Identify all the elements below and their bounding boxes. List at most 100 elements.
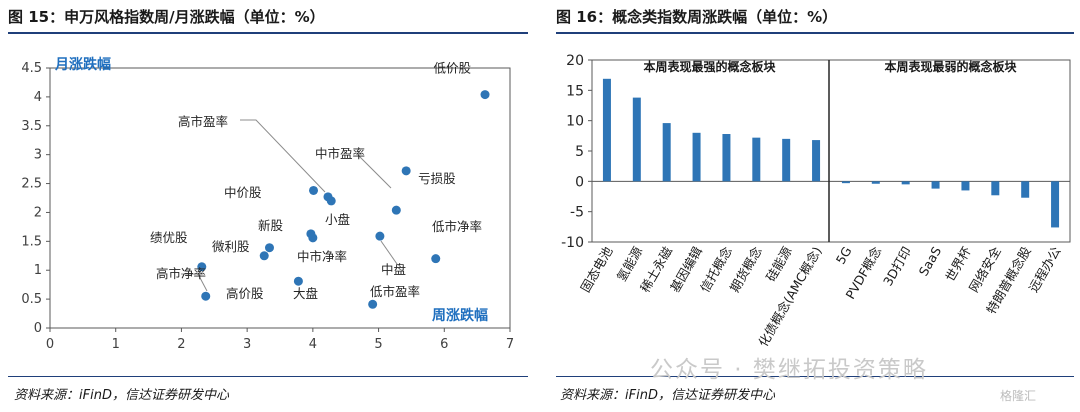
scatter-point bbox=[375, 231, 385, 241]
scatter-point-label: 高市净率 bbox=[156, 266, 206, 281]
x-category-label: 固态电池 bbox=[578, 244, 616, 295]
left-source-note: 资料来源：iFinD，信达证券研发中心 bbox=[14, 388, 229, 403]
scatter-point-group: 中价股 bbox=[224, 185, 319, 200]
scatter-plot-frame bbox=[49, 67, 511, 329]
scatter-point-label: 微利股 bbox=[212, 239, 250, 254]
bar bbox=[782, 138, 791, 182]
scatter-point-label: 大盘 bbox=[293, 286, 318, 301]
scatter-point bbox=[201, 291, 211, 301]
x-tick-label: 0 bbox=[46, 337, 54, 352]
x-category-label-group: 硅能源 bbox=[763, 244, 795, 284]
right-source-rule bbox=[556, 376, 1074, 377]
bar bbox=[931, 181, 940, 189]
bar bbox=[602, 78, 611, 182]
right-chart-title: 图 16：概念类指数周涨跌幅（单位：%） bbox=[556, 8, 838, 26]
x-tick-label: 5 bbox=[374, 337, 382, 352]
scatter-point-group: 低市净率 bbox=[431, 219, 482, 264]
x-category-label-group: 固态电池 bbox=[578, 244, 616, 295]
bar bbox=[871, 181, 880, 184]
bar-chart: -10 -5 0 5 10 15 20 本周表现最强的概念板块 本周表现最弱的概念板块固态电池氢… bbox=[561, 53, 1071, 349]
scatter-point-group: 小盘 bbox=[325, 196, 350, 227]
y-tick-label: 15 bbox=[566, 83, 584, 99]
scatter-point-label: 小盘 bbox=[325, 212, 350, 227]
scatter-point-group: 亏损股 bbox=[401, 166, 456, 186]
x-category-label-group: 氢能源 bbox=[614, 244, 646, 284]
left-chart-title: 图 15：申万风格指数周/月涨跌幅（单位：%） bbox=[8, 8, 325, 26]
scatter-point-label: 低市净率 bbox=[432, 219, 482, 234]
bar bbox=[632, 97, 641, 182]
scatter-point-label: 中市盈率 bbox=[315, 146, 365, 161]
scatter-point-group: 中盘 bbox=[375, 231, 406, 277]
scatter-point-group: 中市盈率 bbox=[315, 146, 401, 215]
x-category-label-group: 5G bbox=[833, 244, 855, 267]
y-tick-label: 4.5 bbox=[21, 61, 42, 76]
scatter-point-group: 绩优股 bbox=[150, 230, 207, 272]
y-tick-label: -5 bbox=[570, 205, 584, 221]
bar bbox=[1051, 181, 1060, 228]
scatter-point-label: 中市净率 bbox=[297, 249, 347, 264]
scatter-point bbox=[391, 205, 401, 215]
scatter-point bbox=[480, 90, 490, 100]
bar bbox=[722, 134, 731, 182]
scatter-point-group: 中市净率 bbox=[297, 233, 347, 264]
scatter-point-group: 高价股 bbox=[226, 251, 269, 301]
x-category-label-group: SaaS bbox=[916, 244, 945, 279]
scatter-point-label: 低价股 bbox=[434, 61, 472, 76]
scatter-point-group: 低市盈率 bbox=[368, 284, 420, 309]
scatter-point-label: 新股 bbox=[258, 218, 284, 233]
bar bbox=[901, 181, 910, 185]
point-leader-line bbox=[240, 119, 326, 193]
scatter-point-label: 中价股 bbox=[224, 185, 262, 200]
left-title-rule bbox=[8, 32, 528, 34]
bar bbox=[991, 181, 1000, 196]
y-tick-label: 0 bbox=[34, 321, 42, 336]
x-category-label-group: 世界杯 bbox=[942, 244, 974, 284]
x-tick-label: 7 bbox=[506, 337, 514, 352]
y-tick-label: 0.5 bbox=[21, 292, 42, 307]
y-axis-label: 月涨跌幅 bbox=[54, 56, 111, 73]
scatter-point-group: 微利股 bbox=[212, 239, 274, 254]
right-source-note: 资料来源：iFinD，信达证券研发中心 bbox=[560, 388, 775, 403]
x-category-label: 5G bbox=[833, 244, 855, 267]
left-source-rule bbox=[8, 376, 528, 377]
x-tick-label: 3 bbox=[243, 337, 251, 352]
x-category-label: SaaS bbox=[916, 244, 945, 279]
scatter-point-label: 低市盈率 bbox=[370, 284, 420, 299]
y-tick-label: 2.5 bbox=[21, 177, 42, 192]
y-tick-label: 2 bbox=[34, 205, 42, 220]
point-leader-line bbox=[380, 240, 398, 265]
point-leader-line bbox=[181, 273, 208, 292]
x-category-label: 3D打印 bbox=[880, 244, 914, 288]
y-tick-label: 10 bbox=[566, 114, 584, 130]
y-tick-label: 1 bbox=[34, 263, 42, 278]
y-tick-label: 5 bbox=[575, 144, 584, 160]
scatter-point bbox=[264, 243, 274, 253]
point-leader-line bbox=[357, 154, 392, 189]
bar bbox=[841, 181, 850, 184]
bar bbox=[752, 137, 761, 182]
x-category-label: 氢能源 bbox=[614, 244, 646, 284]
bar bbox=[961, 181, 970, 191]
scatter-point bbox=[309, 185, 319, 195]
y-tick-label: 4 bbox=[34, 90, 42, 105]
scatter-point bbox=[401, 166, 411, 176]
x-axis-label: 周涨跌幅 bbox=[432, 307, 488, 324]
bar bbox=[812, 140, 821, 182]
strong-group-label: 本周表现最强的概念板块 bbox=[643, 59, 776, 74]
scatter-point bbox=[368, 299, 378, 309]
scatter-point bbox=[197, 262, 207, 272]
scatter-point-label: 亏损股 bbox=[418, 171, 456, 186]
x-tick-label: 6 bbox=[440, 337, 448, 352]
watermark-badge: 格隆汇 bbox=[1000, 389, 1037, 403]
y-tick-label: 20 bbox=[566, 53, 584, 69]
scatter-point-label: 绩优股 bbox=[150, 230, 188, 245]
scatter-point bbox=[308, 233, 318, 243]
y-tick-label: 3 bbox=[34, 148, 42, 163]
scatter-point bbox=[259, 251, 269, 261]
scatter-point-group: 低价股 bbox=[434, 61, 490, 100]
scatter-point-label: 高价股 bbox=[226, 286, 264, 301]
scatter-point-group: 高市净率 bbox=[156, 266, 211, 301]
watermark-text: 公众号 · 樊继拓投资策略 bbox=[650, 357, 928, 383]
weak-group-label: 本周表现最弱的概念板块 bbox=[884, 59, 1017, 74]
